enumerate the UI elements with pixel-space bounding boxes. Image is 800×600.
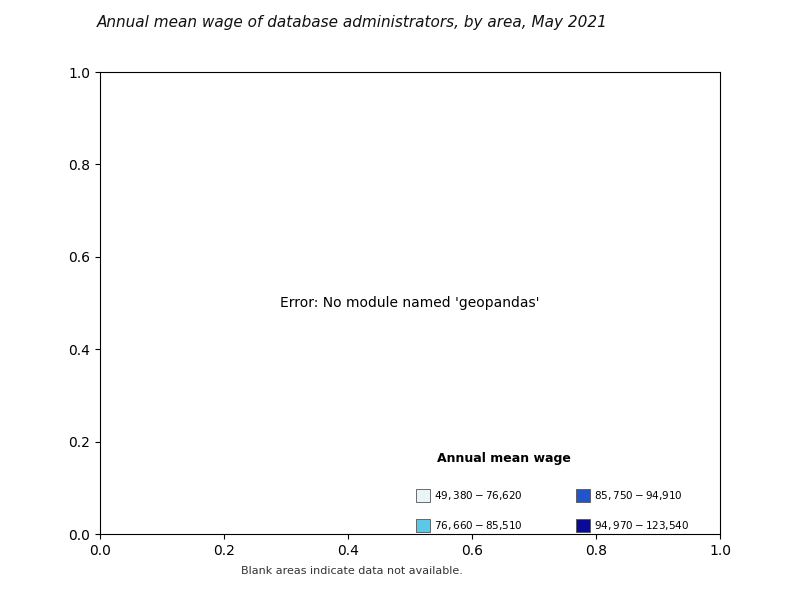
Text: $76,660 - $85,510: $76,660 - $85,510 bbox=[434, 518, 523, 532]
Text: $85,750 - $94,910: $85,750 - $94,910 bbox=[594, 488, 683, 502]
Text: Annual mean wage of database administrators, by area, May 2021: Annual mean wage of database administrat… bbox=[97, 15, 607, 30]
Text: $49,380 - $76,620: $49,380 - $76,620 bbox=[434, 488, 523, 502]
Text: Blank areas indicate data not available.: Blank areas indicate data not available. bbox=[241, 566, 463, 576]
Text: $94,970 - $123,540: $94,970 - $123,540 bbox=[594, 518, 690, 532]
Text: Annual mean wage: Annual mean wage bbox=[437, 452, 571, 465]
Text: Error: No module named 'geopandas': Error: No module named 'geopandas' bbox=[280, 296, 540, 310]
